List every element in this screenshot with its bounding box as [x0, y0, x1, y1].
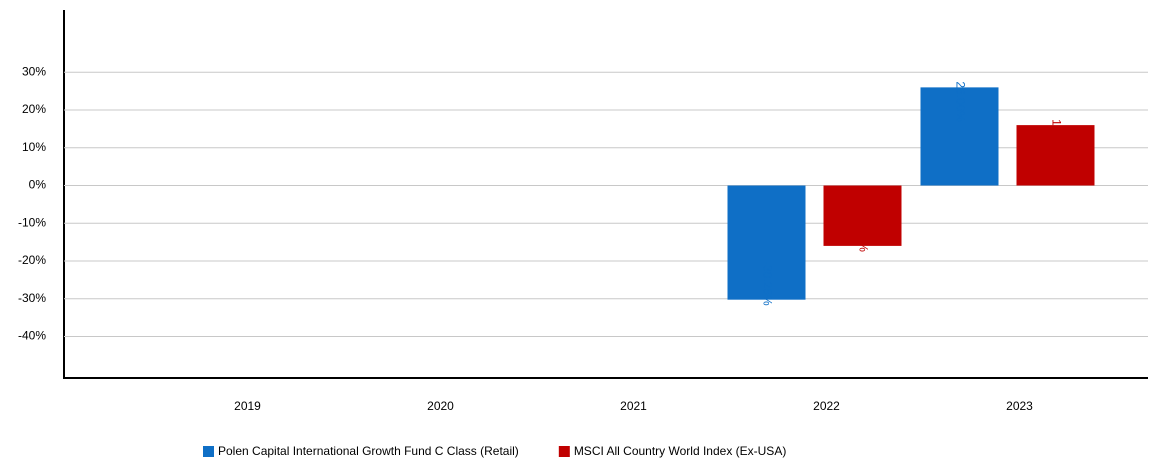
x-tick-label: 2022 [813, 399, 840, 413]
legend-label: MSCI All Country World Index (Ex-USA) [574, 444, 787, 458]
x-tick-label: 2023 [1006, 399, 1033, 413]
y-tick-label: 10% [22, 140, 46, 154]
y-tick-label: 30% [22, 64, 46, 78]
value-label: -30.25% [760, 261, 774, 306]
y-tick-label: -30% [18, 291, 46, 305]
x-tick-label: 2020 [427, 399, 454, 413]
y-tick-label: -10% [18, 215, 46, 229]
y-tick-label: 0% [29, 178, 47, 192]
value-label: 26.00% [953, 81, 967, 122]
bar [920, 87, 999, 186]
bar [823, 185, 902, 246]
x-tick-label: 2021 [620, 399, 647, 413]
bar [727, 185, 806, 300]
value-label: -16.00% [856, 207, 870, 252]
x-tick-label: 2019 [234, 399, 261, 413]
y-tick-label: -40% [18, 329, 46, 343]
legend-swatch [558, 446, 570, 457]
bar [1016, 125, 1095, 186]
value-label: 16.00% [1049, 119, 1063, 160]
legend-swatch [203, 446, 214, 457]
legend-label: Polen Capital International Growth Fund … [218, 444, 519, 458]
y-tick-label: 20% [22, 102, 46, 116]
y-tick-label: -20% [18, 253, 46, 267]
